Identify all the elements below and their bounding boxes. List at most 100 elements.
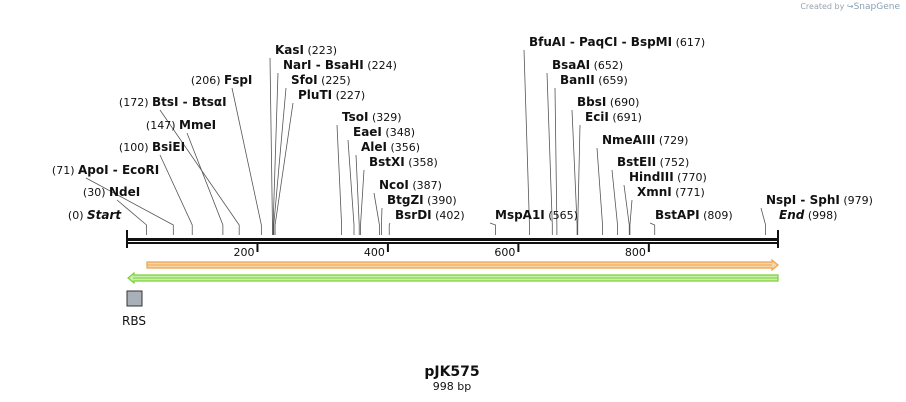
site-position: (329) xyxy=(368,111,401,124)
leader-line-kasi xyxy=(269,57,273,235)
enzyme-name: FspI xyxy=(224,73,252,87)
site-separator: - xyxy=(312,58,325,72)
credit-prefix: Created by xyxy=(800,2,845,11)
site-label-bsteii: BstEII (752) xyxy=(617,155,689,169)
tick-label: 600 xyxy=(494,246,515,259)
enzyme-name: BspMI xyxy=(631,35,672,49)
site-position: (690) xyxy=(606,96,639,109)
enzyme-name: HindIII xyxy=(629,170,674,184)
leader-line-alei xyxy=(355,154,360,235)
leader-line-eaei xyxy=(347,139,355,235)
leader-line-ndei xyxy=(116,199,147,235)
site-label-apoi: (71) ApoI - EcoRI xyxy=(52,163,159,177)
site-position: (172) xyxy=(119,96,152,109)
site-position: (659) xyxy=(595,74,628,87)
site-label-bfuai: BfuAI - PaqCI - BspMI (617) xyxy=(529,35,705,49)
site-separator: - xyxy=(617,35,630,49)
site-position: (652) xyxy=(590,59,623,72)
site-position: (617) xyxy=(672,36,705,49)
leader-line-banii xyxy=(554,87,558,235)
feature-arrows xyxy=(127,258,779,285)
site-position: (30) xyxy=(83,186,109,199)
site-label-btgzi: BtgZI (390) xyxy=(387,193,457,207)
enzyme-name: AleI xyxy=(361,140,387,154)
credit-brand: SnapGene xyxy=(853,2,900,12)
leader-line-sfoi xyxy=(273,87,287,235)
leader-line-tsoi xyxy=(336,124,343,235)
plasmid-name: pJK575 xyxy=(424,364,479,380)
site-label-alei: AleI (356) xyxy=(361,140,420,154)
site-separator: - xyxy=(109,163,122,177)
site-leader-lines xyxy=(85,49,767,235)
site-label-nmeaiii: NmeAIII (729) xyxy=(602,133,688,147)
enzyme-name: End xyxy=(779,208,805,222)
site-position: (224) xyxy=(364,59,397,72)
leader-line-fspi xyxy=(231,87,262,235)
leader-line-mmei xyxy=(186,132,224,235)
enzyme-name: EaeI xyxy=(353,125,382,139)
rbs-label: RBS xyxy=(122,314,146,328)
site-position: (729) xyxy=(655,134,688,147)
enzyme-name: NdeI xyxy=(109,185,140,199)
leader-line-bsrdi xyxy=(388,222,391,235)
site-position: (998) xyxy=(804,209,837,222)
axis-ticks: 200 400 600 800 xyxy=(233,244,650,259)
site-position: (356) xyxy=(387,141,420,154)
site-label-nspi: NspI - SphI (979) xyxy=(766,193,873,207)
leader-line-apoi xyxy=(85,177,174,235)
site-label-end: End (998) xyxy=(779,208,837,222)
rbs-feature: RBS xyxy=(122,290,146,328)
site-position: (0) xyxy=(68,209,87,222)
enzyme-name: NcoI xyxy=(379,178,409,192)
snapgene-credit: Created by ↪SnapGene xyxy=(800,2,900,12)
enzyme-name: SphI xyxy=(810,193,840,207)
leader-line-nari xyxy=(272,72,279,235)
site-label-bstxi: BstXI (358) xyxy=(369,155,438,169)
enzyme-name: BtgZI xyxy=(387,193,424,207)
site-labels: (0) Start (30) NdeI (71) ApoI - EcoRI (100)… xyxy=(52,35,873,222)
top-strand xyxy=(126,238,779,241)
enzyme-name: BsaAI xyxy=(552,58,590,72)
site-position: (348) xyxy=(382,126,415,139)
bottom-strand xyxy=(126,242,779,244)
site-label-bstapi: BstAPI (809) xyxy=(655,208,733,222)
site-position: (809) xyxy=(700,209,733,222)
site-position: (390) xyxy=(424,194,457,207)
site-position: (752) xyxy=(656,156,689,169)
enzyme-name: NarI xyxy=(283,58,312,72)
enzyme-name: SfoI xyxy=(291,73,318,87)
enzyme-name: BtsαI xyxy=(192,95,227,109)
leader-line-ncoi xyxy=(373,192,380,235)
enzyme-name: BstAPI xyxy=(655,208,700,222)
leader-line-ecii xyxy=(577,124,581,235)
site-label-start: (0) Start xyxy=(68,208,122,222)
site-position: (771) xyxy=(672,186,705,199)
site-label-banii: BanII (659) xyxy=(560,73,628,87)
enzyme-name: BtsI xyxy=(152,95,179,109)
site-position: (402) xyxy=(432,209,465,222)
site-separator: - xyxy=(179,95,192,109)
leader-line-bstapi xyxy=(649,222,656,235)
site-label-bsiei: (100) BsiEI xyxy=(119,140,185,154)
site-position: (227) xyxy=(332,89,365,102)
plasmid-length: 998 bp xyxy=(433,380,471,393)
site-label-hindiii: HindIII (770) xyxy=(629,170,707,184)
site-position: (565) xyxy=(545,209,578,222)
leader-line-nmeaiii xyxy=(596,147,603,235)
leader-line-bsteii xyxy=(611,169,618,235)
leader-line-bbsi xyxy=(571,109,578,235)
leader-line-hindiii xyxy=(623,184,630,235)
site-position: (206) xyxy=(191,74,224,87)
dna-backbone xyxy=(126,230,779,248)
site-label-bbsi: BbsI (690) xyxy=(577,95,639,109)
site-label-bsrdi: BsrDI (402) xyxy=(395,208,465,222)
leader-line-bsaai xyxy=(546,72,553,235)
site-separator: - xyxy=(566,35,579,49)
site-label-xmni: XmnI (771) xyxy=(637,185,705,199)
enzyme-name: XmnI xyxy=(637,185,672,199)
leader-line-btgzi xyxy=(380,207,383,235)
site-label-tsoi: TsoI (329) xyxy=(342,110,402,124)
leader-line-pluti xyxy=(274,102,294,235)
enzyme-name: BsrDI xyxy=(395,208,432,222)
